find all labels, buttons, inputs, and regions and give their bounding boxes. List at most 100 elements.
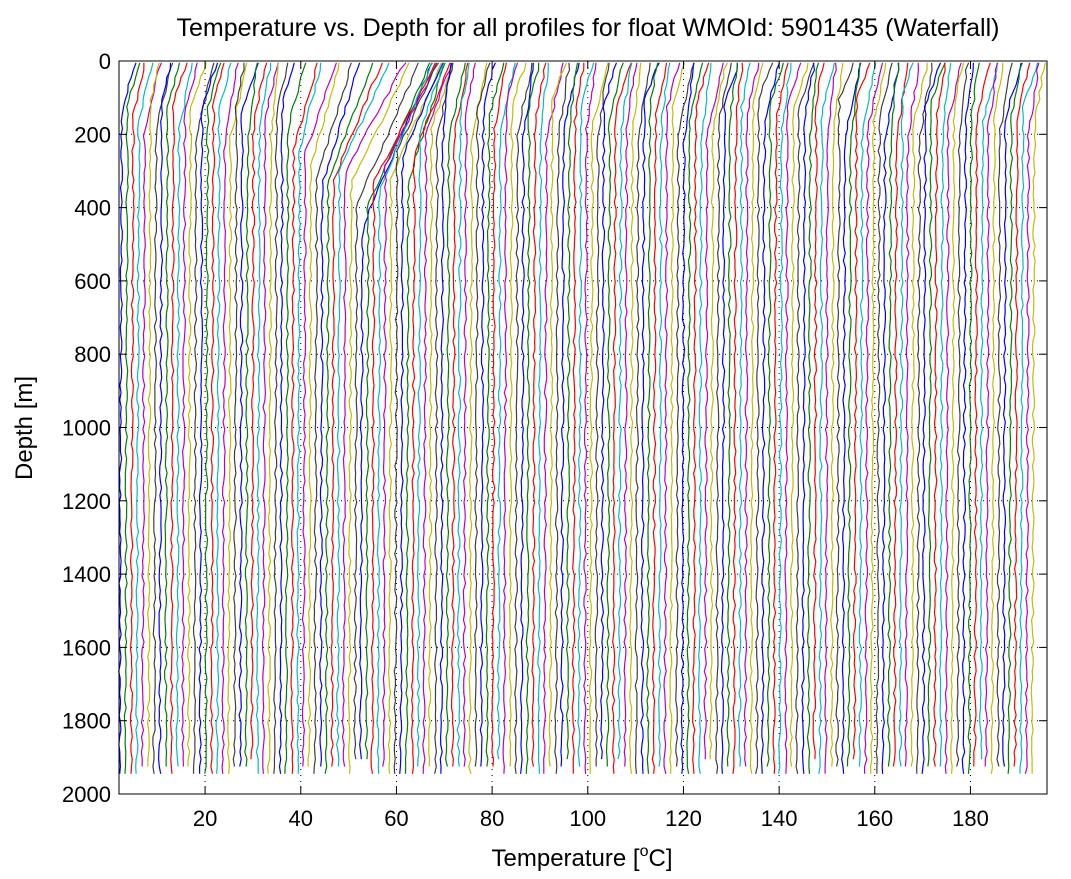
profile-line <box>341 62 407 767</box>
profile-line <box>973 62 991 767</box>
profile-line <box>181 62 198 767</box>
profile-line <box>887 62 900 767</box>
x-axis-label-unit: C] <box>648 845 672 872</box>
x-axis-label-superscript: o <box>640 843 649 860</box>
axis-ticks <box>119 60 1047 795</box>
profile-line <box>444 62 466 767</box>
profile-line <box>496 62 516 760</box>
profile-line <box>335 62 390 767</box>
x-tick-label: 180 <box>952 806 989 831</box>
profile-line <box>720 62 738 774</box>
profile-line <box>692 62 710 774</box>
profile-line <box>944 62 962 774</box>
profile-line <box>629 62 642 774</box>
profile-line <box>232 62 245 767</box>
profile-line <box>932 62 946 767</box>
profile-line <box>709 62 729 760</box>
profile-lines <box>118 62 1046 774</box>
profile-line <box>938 62 952 767</box>
profile-line <box>623 62 638 767</box>
profile-line <box>583 62 597 774</box>
profile-line <box>146 62 160 767</box>
profile-line <box>990 62 1004 774</box>
profile-line <box>215 62 232 774</box>
profile-line <box>984 62 999 767</box>
x-tick-labels: 20 40 60 80 100 120 140 160 180 <box>193 806 989 831</box>
profile-line <box>697 62 712 774</box>
profile-line <box>474 62 491 767</box>
profile-line <box>715 62 732 774</box>
profile-line <box>600 62 618 760</box>
profile-line <box>296 62 322 774</box>
profile-line <box>427 62 454 767</box>
profile-line <box>846 62 861 767</box>
profile-line <box>163 62 180 767</box>
profile-line <box>347 62 410 774</box>
profile-line <box>617 62 633 760</box>
x-tick-label: 120 <box>665 806 702 831</box>
profile-line <box>370 62 436 774</box>
x-tick-label: 100 <box>569 806 606 831</box>
y-tick-label: 1000 <box>62 416 111 441</box>
profile-line <box>743 62 760 767</box>
profile-line <box>313 62 352 774</box>
profile-line <box>904 62 920 767</box>
profile-line <box>869 62 887 774</box>
profile-line <box>675 62 695 767</box>
profile-line <box>330 62 383 767</box>
profile-line <box>1002 62 1022 767</box>
profile-line <box>594 62 610 767</box>
profile-line <box>1013 62 1031 767</box>
profile-line <box>577 62 595 767</box>
profile-line <box>858 62 877 767</box>
profile-line <box>422 62 454 774</box>
profile-line <box>554 62 571 774</box>
profile-line <box>611 62 632 774</box>
profile-line <box>967 62 980 774</box>
profile-line <box>221 62 239 774</box>
profile-line <box>1007 62 1023 774</box>
profile-line <box>204 62 222 774</box>
profile-line <box>824 62 837 774</box>
profile-line <box>571 62 585 774</box>
profile-line <box>468 62 488 774</box>
profile-line <box>640 62 660 774</box>
profile-line <box>456 62 470 767</box>
y-tick-label: 1600 <box>62 635 111 660</box>
profile-line <box>852 62 871 760</box>
y-tick-labels: 0 200 400 600 800 1000 1200 1400 1600 1800 2000 <box>62 49 111 807</box>
profile-line <box>175 62 193 767</box>
profile-line <box>778 62 792 774</box>
profile-line <box>301 62 337 767</box>
y-tick-label: 600 <box>74 269 111 294</box>
profile-line <box>732 62 744 774</box>
profile-line <box>657 62 671 767</box>
profile-line <box>910 62 928 767</box>
profile-line <box>669 62 686 774</box>
profile-line <box>548 62 568 767</box>
profile-line <box>565 62 579 760</box>
profile-line <box>663 62 681 774</box>
profile-line <box>416 62 446 767</box>
profile-line <box>520 62 534 774</box>
profile-line <box>531 62 547 767</box>
y-tick-label: 0 <box>99 49 111 74</box>
profile-line <box>749 62 764 774</box>
profile-line <box>324 62 374 774</box>
profile-line <box>123 62 141 774</box>
profile-line <box>118 62 137 774</box>
profile-line <box>651 62 668 774</box>
profile-line <box>881 62 900 774</box>
profile-line <box>157 62 172 774</box>
y-tick-label: 2000 <box>62 782 111 807</box>
profile-line <box>393 62 438 774</box>
profile-line <box>525 62 540 774</box>
profile-line <box>152 62 174 774</box>
profile-line <box>737 62 751 767</box>
profile-line <box>979 62 998 760</box>
profile-line <box>835 62 854 767</box>
profile-line <box>129 62 145 774</box>
profile-line <box>1030 62 1046 774</box>
x-axis-label: Temperature [oC] <box>492 843 673 872</box>
profile-line <box>703 62 724 760</box>
